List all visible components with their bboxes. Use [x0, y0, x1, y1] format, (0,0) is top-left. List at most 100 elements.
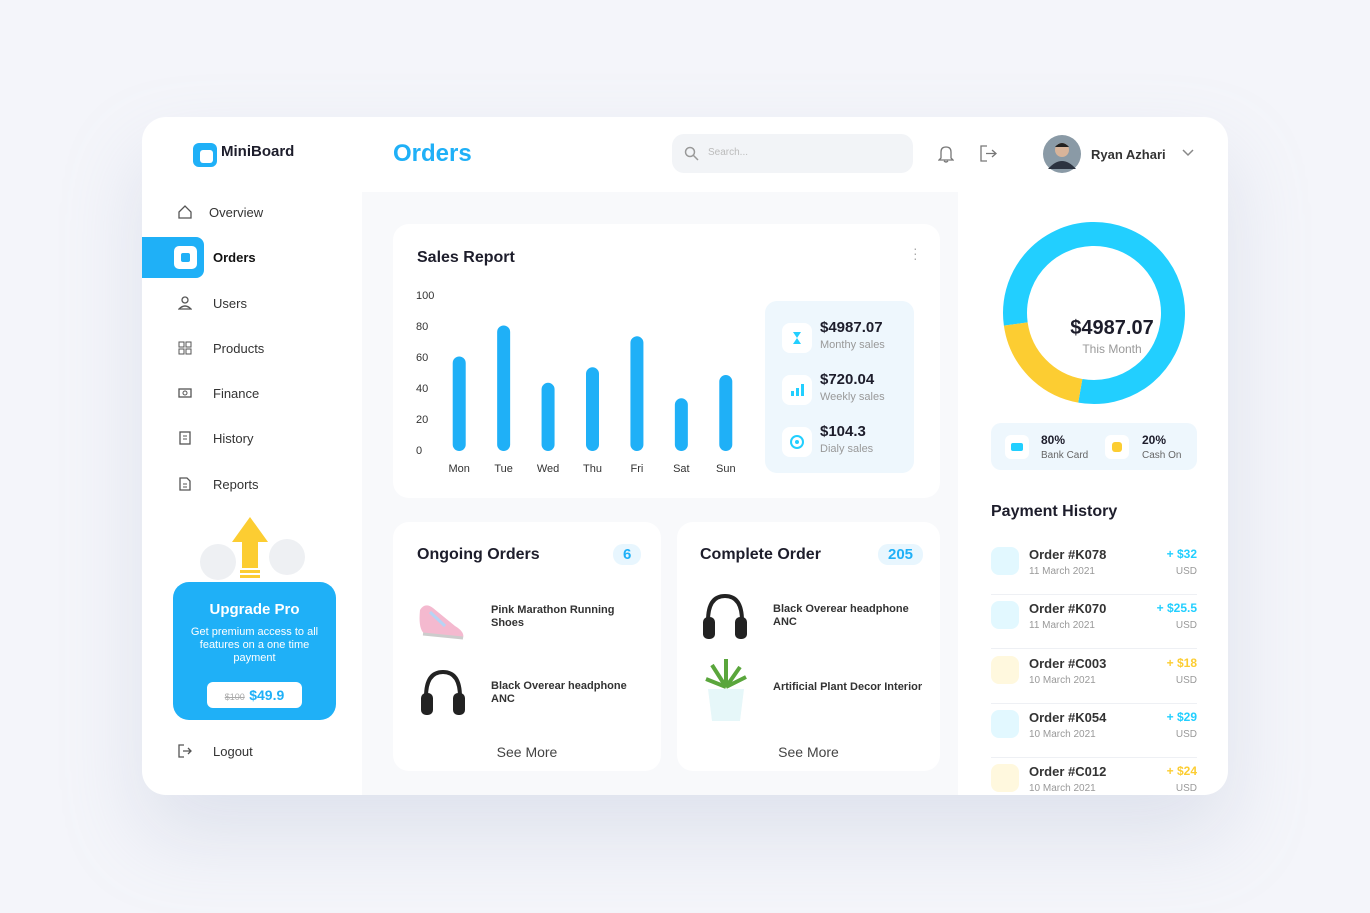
- upgrade-text: Get premium access to all features on a …: [190, 626, 319, 664]
- currency: USD: [1175, 729, 1197, 740]
- order-id: Order #C012: [1029, 764, 1107, 779]
- donut-legend: 80% Bank Card 20% Cash On: [991, 423, 1197, 470]
- complete-card: Complete Order 205 Black Overear headpho…: [677, 522, 940, 771]
- card-title: Sales Report: [417, 249, 515, 266]
- nav-label: Overview: [209, 204, 264, 220]
- count-badge: 205: [878, 544, 924, 565]
- see-more[interactable]: See More: [778, 744, 839, 760]
- user-name: Ryan Azhari: [1091, 147, 1166, 162]
- nav-item[interactable]: Overview: [142, 192, 362, 232]
- sales-card: Sales Report · · · $4987.07 Monthy sales $7…: [393, 224, 940, 498]
- stat: $4987.07 Monthy sales: [765, 319, 914, 359]
- icon: [178, 296, 192, 310]
- section-title: Payment History: [991, 503, 1118, 520]
- page-title: Orders: [393, 140, 472, 167]
- nav-label: Products: [213, 340, 265, 356]
- payment-icon: [991, 601, 1019, 629]
- icon: [178, 744, 192, 758]
- search-icon: [684, 146, 699, 161]
- card-title: Ongoing Orders: [417, 546, 540, 563]
- order-id: Order #K054: [1029, 710, 1107, 725]
- stat-label: Weekly sales: [820, 391, 885, 403]
- see-more[interactable]: See More: [496, 744, 558, 760]
- stat-value: $720.04: [820, 371, 875, 388]
- amount: + $18: [1166, 656, 1197, 670]
- icon: [179, 477, 191, 491]
- avatar[interactable]: [1043, 135, 1081, 173]
- nav-item[interactable]: Users: [142, 283, 362, 323]
- order-id: Order #K078: [1029, 547, 1107, 562]
- logout-label: Logout: [213, 743, 253, 759]
- payment-icon: [991, 547, 1019, 575]
- chevron[interactable]: [1182, 149, 1194, 157]
- order-date: 10 March 2021: [1029, 783, 1096, 794]
- legend-icon: [1005, 435, 1029, 459]
- currency: USD: [1175, 675, 1197, 686]
- nav-item[interactable]: Products: [142, 328, 362, 368]
- currency: USD: [1175, 620, 1197, 631]
- payment-icon: [991, 656, 1019, 684]
- order-item: Artificial Plant Decor Interior: [773, 681, 923, 693]
- amount: + $25.5: [1156, 601, 1197, 615]
- upgrade-box: Upgrade Pro Get premium access to all fe…: [173, 582, 336, 720]
- icon: [179, 431, 191, 445]
- menu-dots[interactable]: · · ·: [913, 240, 918, 266]
- payment-row: Order #C012 10 March 2021 + $24 USD: [991, 758, 1197, 795]
- legend-label: Cash On: [1142, 450, 1182, 461]
- search-box[interactable]: Search...: [672, 134, 913, 173]
- legend-label: Bank Card: [1041, 450, 1089, 461]
- stat-label: Monthy sales: [820, 339, 885, 351]
- order-id: Order #K070: [1029, 601, 1107, 616]
- upgrade-illustration: [200, 517, 305, 580]
- currency: USD: [1175, 566, 1197, 577]
- stat: $104.3 Dialy sales: [765, 423, 914, 463]
- stat-icon: [782, 323, 812, 353]
- search-placeholder: Search...: [708, 147, 749, 158]
- icon: [178, 388, 192, 398]
- legend-value: 20%: [1142, 433, 1167, 447]
- payment-icon: [991, 764, 1019, 792]
- currency: USD: [1175, 783, 1197, 794]
- nav-label: Orders: [213, 250, 256, 265]
- upgrade-button[interactable]: $100 $49.9: [207, 682, 302, 708]
- nav-item[interactable]: History: [142, 418, 362, 458]
- order-id: Order #C003: [1029, 656, 1107, 671]
- logo-icon: [193, 143, 217, 167]
- payment-icon: [991, 710, 1019, 738]
- nav-item-active[interactable]: Orders: [142, 237, 362, 278]
- donut-label: This Month: [1082, 342, 1142, 356]
- product-image: [703, 593, 747, 639]
- price: $49.9: [249, 687, 285, 703]
- nav-label: History: [213, 430, 254, 446]
- payment-row: Order #C003 10 March 2021 + $18 USD: [991, 650, 1197, 704]
- icon: [178, 205, 192, 219]
- stat-value: $104.3: [820, 423, 866, 440]
- count-badge: 6: [613, 544, 642, 565]
- old-price: $100: [224, 692, 245, 702]
- payment-row: Order #K054 10 March 2021 + $29 USD: [991, 704, 1197, 758]
- stat-label: Dialy sales: [820, 443, 874, 455]
- stats-box: $4987.07 Monthy sales $720.04 Weekly sales…: [765, 301, 914, 473]
- card-title: Complete Order: [700, 546, 821, 563]
- logout[interactable]: Logout: [142, 731, 362, 771]
- order-date: 11 March 2021: [1029, 566, 1095, 577]
- order-item: Black Overear headphone ANC: [491, 680, 627, 705]
- amount: + $24: [1166, 764, 1197, 778]
- donut-total: $4987.07: [1070, 317, 1154, 339]
- donut-center: $4987.07 This Month: [1060, 317, 1164, 356]
- legend-value: 80%: [1041, 433, 1066, 447]
- nav-item[interactable]: Finance: [142, 373, 362, 413]
- payment-row: Order #K078 11 March 2021 + $32 USD: [991, 541, 1197, 595]
- icon: [178, 341, 192, 355]
- product-image: [419, 605, 464, 640]
- order-date: 10 March 2021: [1029, 675, 1096, 686]
- amount: + $29: [1166, 710, 1197, 724]
- bell-icon[interactable]: [938, 145, 954, 163]
- exit-icon[interactable]: [980, 145, 998, 162]
- stat-icon: [782, 375, 812, 405]
- nav-item[interactable]: Reports: [142, 464, 362, 504]
- stat-icon: [782, 427, 812, 457]
- ongoing-card: Ongoing Orders 6 Pink Marathon Running S…: [393, 522, 661, 771]
